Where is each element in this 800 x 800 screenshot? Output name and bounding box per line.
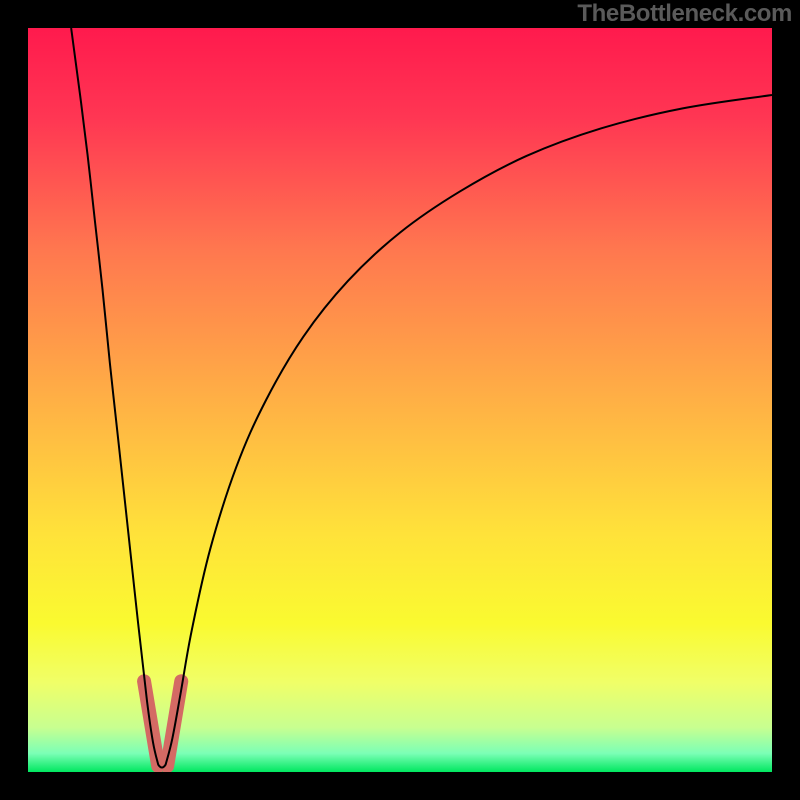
- plot-area: [28, 28, 772, 772]
- watermark-text: TheBottleneck.com: [577, 0, 792, 28]
- plot-svg: [28, 28, 772, 772]
- gradient-background: [28, 28, 772, 772]
- chart-frame: TheBottleneck.com: [0, 0, 800, 800]
